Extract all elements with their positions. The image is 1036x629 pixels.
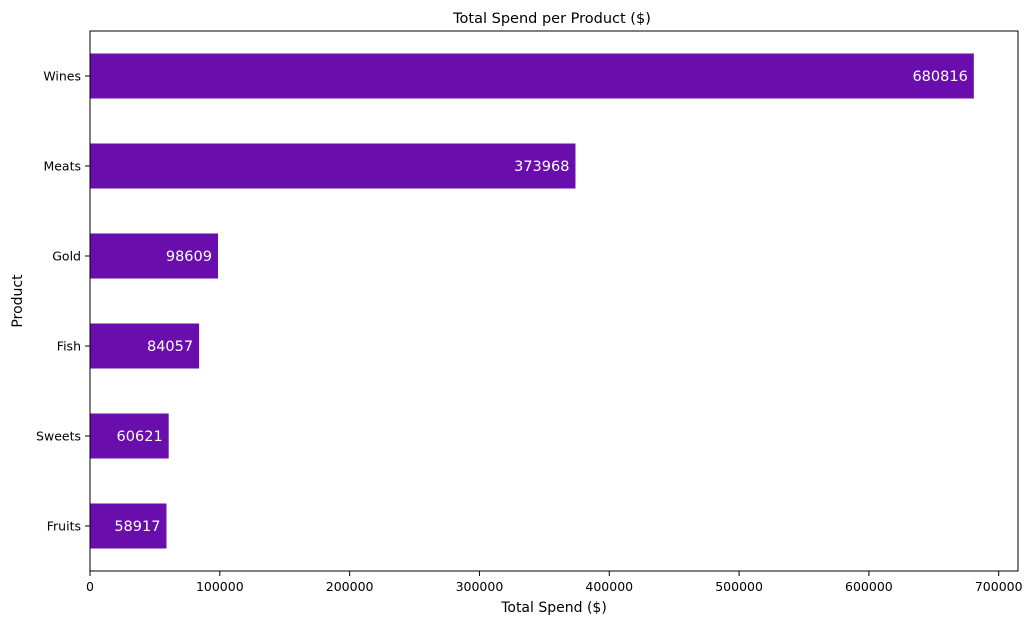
bar-sweets	[90, 413, 169, 459]
x-tick-label: 500000	[715, 579, 763, 594]
y-ticks-group: Wines Meats Gold Fish Sweets Fruits	[36, 69, 90, 534]
bar-fruits	[90, 503, 167, 549]
bars-group	[90, 53, 974, 549]
data-label-fish: 84057	[147, 339, 193, 355]
x-tick-label: 100000	[196, 579, 244, 594]
y-tick-label-fish: Fish	[57, 339, 81, 354]
y-tick-label-fruits: Fruits	[47, 519, 81, 534]
data-label-fruits: 58917	[114, 519, 160, 535]
bar-wines	[90, 53, 974, 99]
data-label-sweets: 60621	[117, 429, 163, 445]
y-tick-label-wines: Wines	[43, 69, 81, 84]
x-tick-label: 600000	[845, 579, 893, 594]
plot-frame	[89, 30, 1019, 572]
y-tick-label-sweets: Sweets	[36, 429, 81, 444]
chart-title: Total Spend per Product ($)	[452, 11, 651, 27]
data-label-gold: 98609	[166, 249, 212, 265]
y-tick-label-gold: Gold	[52, 249, 81, 264]
x-tick-label: 200000	[326, 579, 374, 594]
axes-group	[89, 30, 1019, 572]
bar-meats	[90, 143, 576, 189]
x-tick-label: 700000	[975, 579, 1023, 594]
x-axis-label: Total Spend ($)	[500, 600, 607, 616]
x-tick-label: 0	[86, 579, 94, 594]
data-label-wines: 680816	[912, 69, 967, 85]
data-label-meats: 373968	[514, 159, 569, 175]
y-tick-label-meats: Meats	[43, 159, 81, 174]
x-tick-label: 400000	[585, 579, 633, 594]
data-labels-group: 680816 373968 98609 84057 60621 58917	[114, 69, 967, 535]
x-tick-label: 300000	[456, 579, 504, 594]
bar-gold	[90, 233, 219, 279]
y-axis-label: Product	[10, 274, 26, 328]
x-ticks-group: 0 100000 200000 300000 400000 500000 600000 700…	[86, 571, 1023, 594]
bar-fish	[90, 323, 200, 369]
